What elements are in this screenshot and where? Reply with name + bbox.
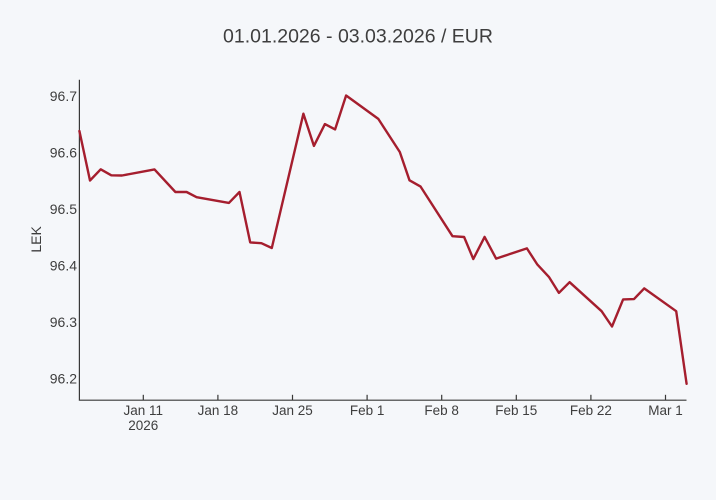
svg-text:Feb 22: Feb 22 <box>570 403 612 418</box>
svg-text:Jan 25: Jan 25 <box>272 403 313 418</box>
svg-text:96.3: 96.3 <box>50 314 77 330</box>
svg-text:96.2: 96.2 <box>50 371 77 387</box>
svg-text:Feb 8: Feb 8 <box>424 403 459 418</box>
svg-text:LEK: LEK <box>28 226 44 253</box>
svg-text:Feb 15: Feb 15 <box>495 403 537 418</box>
svg-text:2026: 2026 <box>128 418 158 433</box>
svg-text:Jan 11: Jan 11 <box>124 403 164 418</box>
svg-text:Jan 18: Jan 18 <box>198 403 239 418</box>
svg-text:Mar 1: Mar 1 <box>648 403 683 418</box>
svg-text:96.4: 96.4 <box>50 258 77 274</box>
svg-text:01.01.2026 - 03.03.2026 / EUR: 01.01.2026 - 03.03.2026 / EUR <box>223 26 493 48</box>
svg-text:96.6: 96.6 <box>50 145 77 161</box>
svg-text:96.5: 96.5 <box>50 201 77 217</box>
svg-text:Feb 1: Feb 1 <box>350 403 385 418</box>
svg-text:96.7: 96.7 <box>50 88 77 104</box>
